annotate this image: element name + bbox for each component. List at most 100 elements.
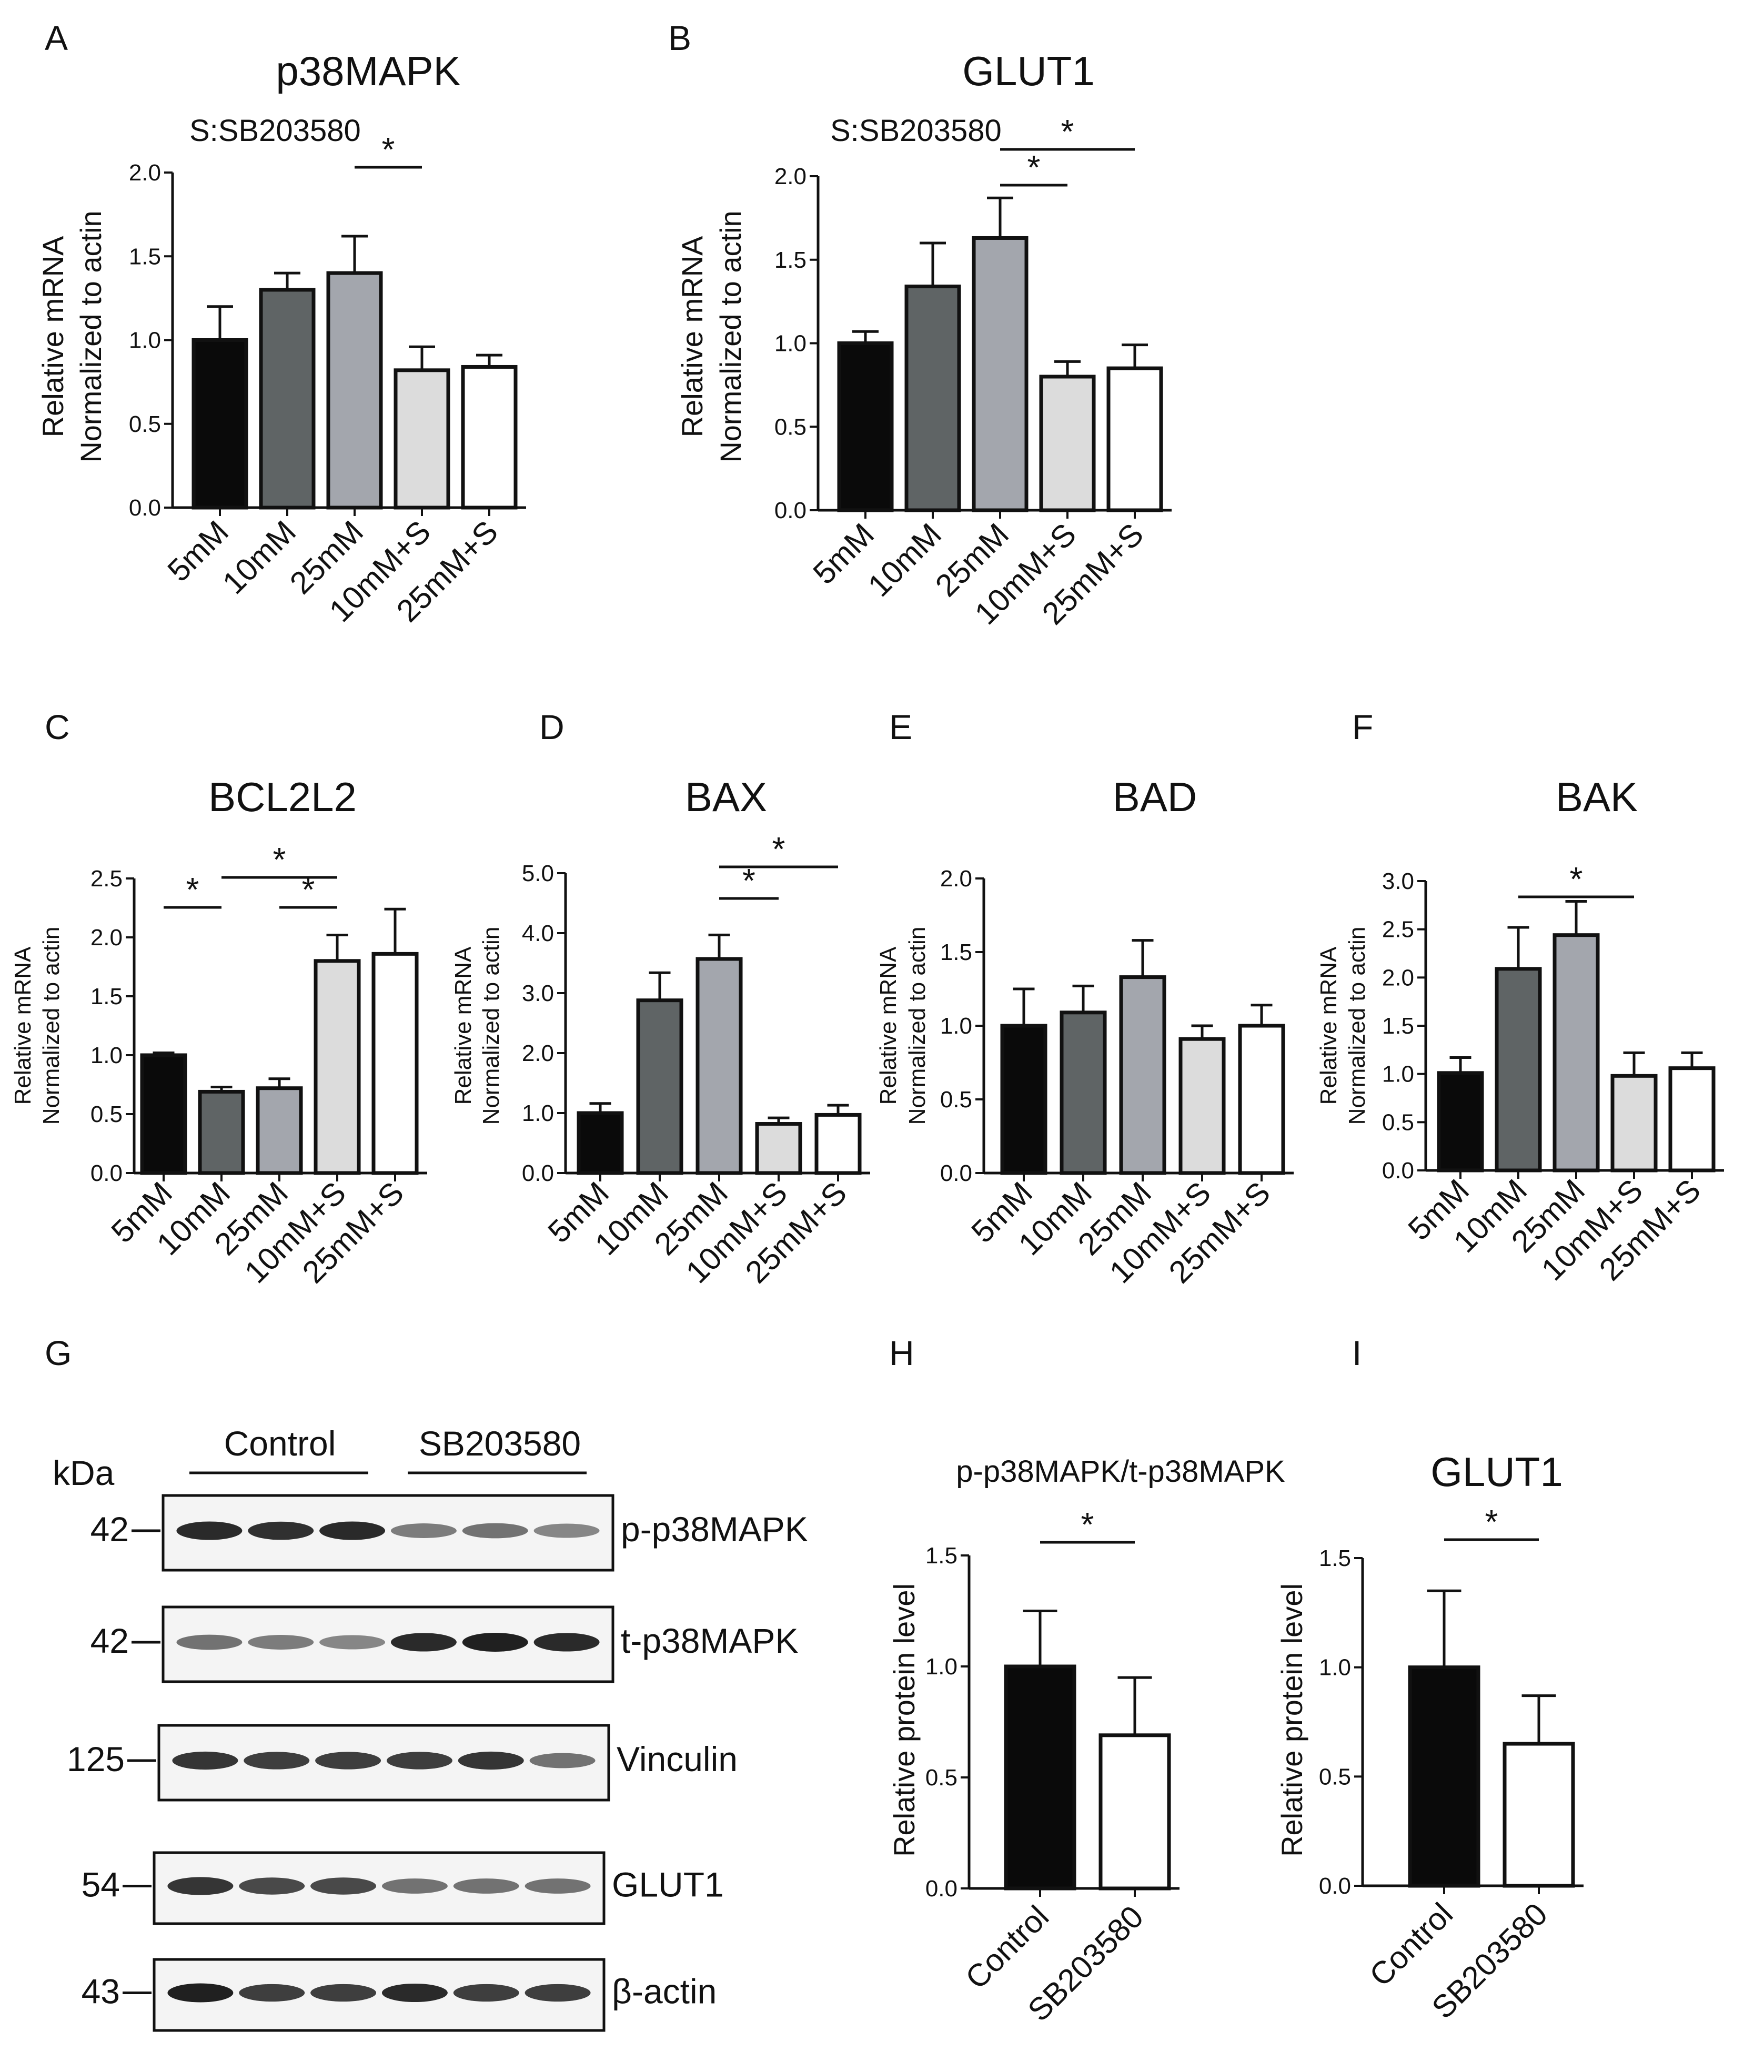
bar-10mM+S — [1039, 375, 1096, 512]
blot-band — [525, 1984, 591, 2002]
y-tick-label: 3.0 — [1382, 868, 1414, 894]
y-axis-label: Relative mRNA — [10, 946, 36, 1105]
chart-title-D: BAX — [685, 774, 767, 820]
y-tick-label: 0.0 — [774, 498, 807, 523]
protein-label: t-p38MAPK — [621, 1621, 798, 1660]
protein-label: β-actin — [612, 1972, 717, 2011]
bar-5mM — [837, 341, 894, 512]
blot-row-β-actin: 43 β-actin — [82, 1958, 717, 2032]
bar-25mM — [695, 957, 743, 1175]
blot-band — [310, 1877, 377, 1895]
chart-title-I: GLUT1 — [1430, 1449, 1563, 1495]
blot-band — [453, 1878, 519, 1894]
y-tick-label: 0.0 — [940, 1160, 972, 1186]
significance-star: * — [186, 871, 199, 908]
blot-band — [319, 1521, 386, 1540]
bar-25mM+S — [1106, 366, 1163, 512]
blot-band — [525, 1878, 591, 1894]
panel-letter-H: H — [889, 1333, 914, 1372]
y-axis-label: Relative mRNA — [875, 946, 901, 1105]
blot-band — [381, 1878, 448, 1894]
significance-star: * — [382, 130, 395, 168]
kda-marker: 42 — [90, 1621, 129, 1660]
treatment-note-B: S:SB203580 — [830, 114, 1002, 148]
blot-band — [239, 1984, 305, 2002]
protein-label: Vinculin — [617, 1740, 738, 1778]
bar-5mM — [140, 1053, 187, 1175]
chart-title-C: BCL2L2 — [208, 774, 357, 820]
y-tick-label: 1.0 — [925, 1654, 957, 1680]
bar-10mM — [259, 288, 316, 510]
y-tick-label: 2.5 — [90, 866, 123, 892]
y-axis-label: Normalized to actin — [74, 210, 107, 462]
bar-Control — [1004, 1664, 1076, 1891]
y-tick-label: 1.5 — [90, 984, 123, 1009]
chart-title-E: BAD — [1113, 774, 1197, 820]
y-axis-label: Relative mRNA — [36, 236, 69, 437]
y-tick-label: 2.0 — [774, 164, 807, 189]
y-tick-label: 1.0 — [1382, 1062, 1414, 1087]
bar-25mM — [972, 236, 1029, 512]
chart-title-B: GLUT1 — [962, 48, 1094, 94]
y-tick-label: 1.5 — [774, 247, 807, 273]
bar-10mM — [636, 998, 683, 1175]
y-tick-label: 2.0 — [1382, 965, 1414, 990]
bar-10mM — [1495, 967, 1542, 1173]
bar-5mM — [1000, 1024, 1047, 1175]
y-axis-label: Normalized to actin — [478, 927, 504, 1125]
bar-10mM — [198, 1089, 245, 1175]
bar-25mM+S — [371, 952, 419, 1175]
blot-band — [248, 1635, 314, 1650]
bar-10mM — [904, 285, 961, 512]
y-tick-label: 1.5 — [129, 244, 161, 269]
kda-marker: 42 — [90, 1510, 129, 1549]
bar-25mM — [1553, 933, 1600, 1173]
blot-band — [239, 1877, 305, 1895]
y-tick-label: 3.0 — [522, 981, 554, 1006]
bar-SB203580 — [1503, 1742, 1575, 1888]
bar-5mM — [191, 338, 248, 510]
y-tick-label: 0.0 — [925, 1876, 957, 1902]
bar-10mM+S — [1178, 1037, 1226, 1175]
bar-5mM — [1437, 1071, 1484, 1173]
y-tick-label: 2.0 — [129, 160, 161, 186]
blot-row-p-p38MAPK: 42 p-p38MAPK — [90, 1494, 808, 1572]
significance-star: * — [772, 830, 785, 868]
panel-letter-G: G — [45, 1333, 72, 1372]
significance-star: * — [273, 841, 286, 878]
y-tick-label: 1.0 — [940, 1013, 972, 1039]
blot-band — [386, 1752, 452, 1770]
significance-star: * — [1485, 1503, 1498, 1541]
bar-25mM+S — [461, 365, 518, 510]
y-tick-label: 0.5 — [925, 1765, 957, 1791]
treatment-note-A: S:SB203580 — [189, 114, 361, 148]
blot-row-GLUT1: 54 GLUT1 — [82, 1851, 724, 1925]
y-tick-label: 0.5 — [90, 1101, 123, 1127]
y-tick-label: 1.5 — [1319, 1545, 1351, 1571]
blot-band — [319, 1635, 386, 1650]
y-tick-label: 1.0 — [129, 328, 161, 353]
bar-10mM+S — [1610, 1074, 1658, 1173]
y-tick-label: 2.0 — [940, 866, 972, 892]
panel-letter-I: I — [1352, 1333, 1362, 1372]
bar-10mM+S — [755, 1122, 802, 1175]
blot-rows: 42 p-p38MAPK 42 t-p38MAPK 125 Vinculin 54 GLUT1… — [67, 1494, 808, 2032]
kda-marker: 125 — [67, 1740, 125, 1778]
blot-band — [453, 1984, 519, 2002]
y-tick-label: 0.0 — [129, 495, 161, 521]
blot-row-t-p38MAPK: 42 t-p38MAPK — [90, 1605, 798, 1683]
y-tick-label: 2.0 — [522, 1040, 554, 1066]
bar-25mM — [326, 271, 383, 510]
kda-label: kDa — [53, 1453, 115, 1492]
protein-label: p-p38MAPK — [621, 1510, 808, 1549]
y-axis-label: Normalized to actin — [714, 210, 747, 462]
blot-band — [533, 1523, 600, 1538]
protein-label: GLUT1 — [612, 1865, 724, 1904]
bar-25mM — [1119, 975, 1166, 1175]
y-tick-label: 2.0 — [90, 925, 123, 951]
bar-SB203580 — [1098, 1733, 1171, 1891]
blot-band — [315, 1752, 381, 1770]
blot-row-Vinculin: 125 Vinculin — [67, 1724, 738, 1802]
blot-band — [172, 1751, 238, 1770]
